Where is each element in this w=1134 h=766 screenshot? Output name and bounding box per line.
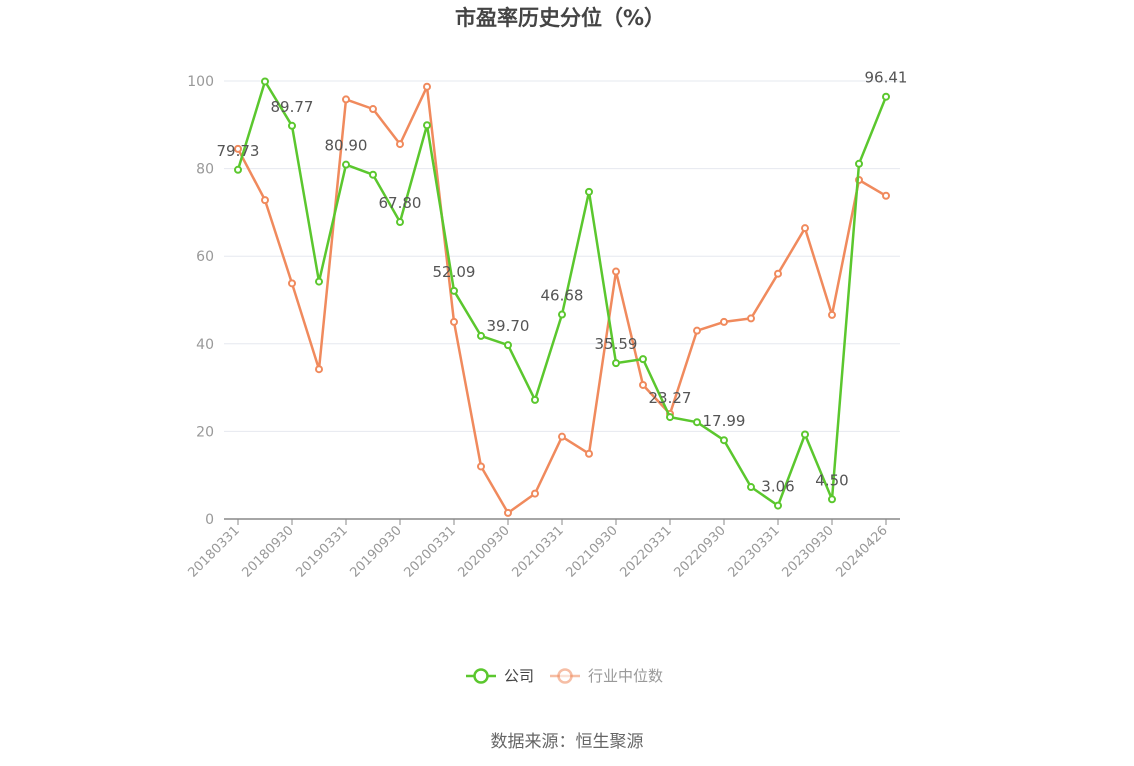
data-point[interactable]	[585, 449, 593, 458]
x-tick-label: 20240426	[833, 523, 890, 580]
data-point[interactable]	[558, 310, 566, 319]
data-label: 4.50	[815, 471, 848, 489]
x-tick-label: 20180331	[185, 523, 242, 580]
data-point[interactable]	[531, 489, 539, 498]
data-point[interactable]	[585, 187, 593, 196]
data-label: 17.99	[703, 412, 746, 430]
data-point[interactable]	[315, 277, 323, 286]
data-point[interactable]	[369, 105, 377, 114]
data-point[interactable]	[477, 462, 485, 471]
data-point[interactable]	[531, 395, 539, 404]
data-point[interactable]	[774, 501, 782, 510]
x-tick-label: 20230331	[725, 523, 782, 580]
data-label: 79.73	[217, 142, 260, 160]
data-point[interactable]	[396, 140, 404, 149]
data-point[interactable]	[558, 432, 566, 441]
x-tick-label: 20190331	[293, 523, 350, 580]
x-tick-label: 20210930	[563, 523, 620, 580]
series-layer	[234, 77, 890, 517]
data-point[interactable]	[450, 286, 458, 295]
data-point[interactable]	[477, 331, 485, 340]
x-tick-label: 20210331	[509, 523, 566, 580]
data-point[interactable]	[234, 165, 242, 174]
data-point[interactable]	[693, 418, 701, 427]
data-point[interactable]	[612, 267, 620, 276]
data-point[interactable]	[504, 508, 512, 517]
legend-marker	[473, 668, 489, 684]
legend-marker	[557, 668, 573, 684]
data-point[interactable]	[288, 121, 296, 130]
data-point[interactable]	[882, 191, 890, 200]
x-tick-label: 20220331	[617, 523, 674, 580]
data-labels: 79.73 89.77 80.90 67.80 52.09 39.70 46.68 35.59…	[217, 69, 908, 496]
data-point[interactable]	[423, 121, 431, 130]
legend-label: 公司	[504, 667, 534, 685]
legend[interactable]: 公司 行业中位数	[466, 667, 663, 685]
data-point[interactable]	[639, 380, 647, 389]
data-point[interactable]	[720, 317, 728, 326]
data-point[interactable]	[342, 95, 350, 104]
legend-item[interactable]: 行业中位数	[550, 667, 663, 685]
data-point[interactable]	[828, 495, 836, 504]
data-point[interactable]	[288, 279, 296, 288]
data-point[interactable]	[234, 144, 242, 153]
axes: 0 20 40 60 80 100 2018033120180930201903312019…	[185, 74, 900, 581]
x-tick-label: 20200930	[455, 523, 512, 580]
y-tick-label: 60	[196, 249, 214, 265]
data-point[interactable]	[720, 436, 728, 445]
y-tick-label: 100	[187, 74, 214, 90]
chart-title: 市盈率历史分位（%）	[455, 6, 665, 30]
legend-label: 行业中位数	[588, 667, 663, 685]
data-label: 52.09	[433, 263, 476, 281]
data-point[interactable]	[747, 314, 755, 323]
x-tick-label: 20230930	[779, 523, 836, 580]
data-label: 89.77	[271, 98, 314, 116]
source-text: 数据来源：恒生聚源	[491, 732, 644, 752]
y-tick-label: 80	[196, 162, 214, 178]
y-tick-label: 20	[196, 424, 214, 440]
data-label: 35.59	[595, 335, 638, 353]
y-tick-label: 40	[196, 337, 214, 353]
data-label: 67.80	[379, 194, 422, 212]
data-point[interactable]	[666, 413, 674, 422]
data-point[interactable]	[801, 224, 809, 233]
data-point[interactable]	[828, 310, 836, 319]
data-point[interactable]	[801, 430, 809, 439]
data-point[interactable]	[261, 196, 269, 205]
data-label: 46.68	[541, 287, 584, 305]
data-point[interactable]	[423, 82, 431, 91]
data-point[interactable]	[612, 359, 620, 368]
data-point[interactable]	[342, 160, 350, 169]
data-point[interactable]	[261, 77, 269, 86]
data-label: 80.90	[325, 137, 368, 155]
data-point[interactable]	[504, 341, 512, 350]
data-point[interactable]	[369, 170, 377, 179]
data-point[interactable]	[693, 326, 701, 335]
data-point[interactable]	[315, 365, 323, 374]
data-point[interactable]	[450, 317, 458, 326]
x-tick-label: 20200331	[401, 523, 458, 580]
grid	[224, 80, 900, 432]
legend-item[interactable]: 公司	[466, 667, 534, 685]
x-tick-label: 20180930	[239, 523, 296, 580]
data-point[interactable]	[855, 159, 863, 168]
data-point[interactable]	[396, 218, 404, 227]
data-label: 96.41	[865, 69, 908, 87]
data-point[interactable]	[639, 355, 647, 364]
x-tick-label: 20220930	[671, 523, 728, 580]
data-label: 39.70	[487, 317, 530, 335]
x-tick-label: 20190930	[347, 523, 404, 580]
data-point[interactable]	[774, 269, 782, 278]
y-tick-label: 0	[205, 512, 214, 528]
data-label: 23.27	[649, 389, 692, 407]
data-label: 3.06	[761, 478, 794, 496]
data-point[interactable]	[747, 483, 755, 492]
data-point[interactable]	[882, 92, 890, 101]
